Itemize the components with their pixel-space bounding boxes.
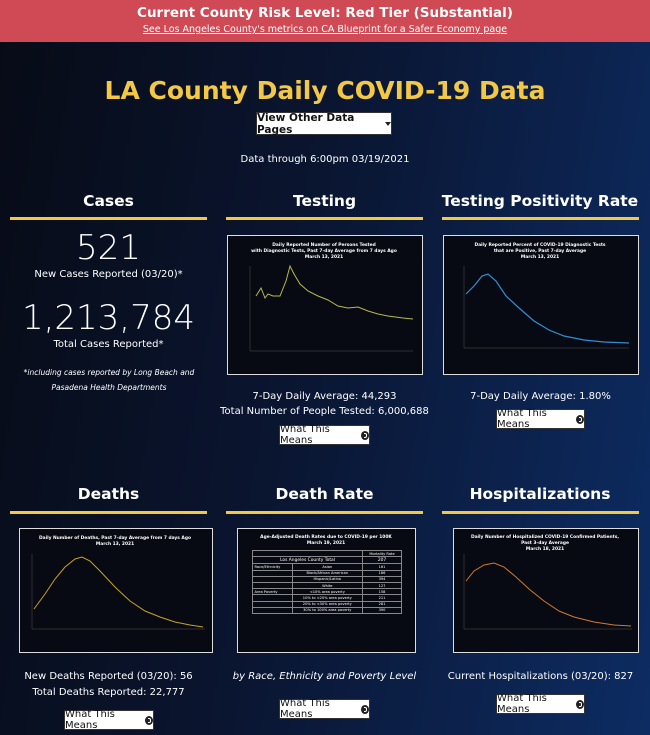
section-heading: Testing Positivity Rate [441, 192, 639, 210]
section-heading: Cases [83, 192, 134, 210]
trend-line [255, 264, 414, 320]
chart-title: with Diagnostic Tests, Past 7-day Averag… [251, 248, 397, 254]
button-label: View Other Data Pages [257, 111, 355, 136]
axes [31, 554, 205, 630]
section-heading: Deaths [77, 485, 140, 503]
section-heading: Death Rate [275, 485, 374, 503]
rate-table: Mortality Rate Los Angeles County Total 2… [251, 549, 402, 614]
stat-line: Total Number of People Tested: 6,000,688 [220, 406, 429, 417]
what-this-means-button[interactable]: What This Means [279, 698, 370, 720]
table-row: 30% to 100% area poverty 390 [252, 606, 402, 614]
banner-title: Current County Risk Level: Red Tier (Sub… [137, 5, 513, 21]
caret [385, 122, 391, 129]
axes [249, 266, 413, 352]
caption: by Race, Ethnicity and Poverty Level [232, 671, 417, 682]
chart-title: Daily Reported Percent of COVID-19 Diagn… [474, 242, 605, 248]
what-this-means-button[interactable]: What This Means [279, 424, 370, 446]
chart-title: March 18, 2021 [526, 546, 564, 552]
table-row: Area Poverty <10% area poverty 158 [252, 588, 402, 596]
total-cases-label: Total Cases Reported* [53, 339, 164, 350]
data-through: Data through 6:00pm 03/19/2021 [240, 154, 410, 165]
axes [463, 554, 632, 630]
heading-underline [10, 217, 207, 220]
chart-title: March 13, 2021 [305, 254, 343, 260]
chart-title: March 19, 2021 [306, 541, 346, 546]
thumbnail: Daily Reported Percent of COVID-19 Diagn… [463, 242, 630, 349]
stat-line: Total Deaths Reported: 22,777 [32, 687, 185, 698]
help-icon [145, 715, 153, 725]
risk-banner: Current County Risk Level: Red Tier (Sub… [0, 0, 650, 42]
thumbnail: Daily Number of Deaths, Past 7-day Avera… [31, 535, 205, 630]
column-header: Mortality Rate [362, 549, 402, 558]
heading-underline [226, 217, 423, 220]
stat-line: 7-Day Daily Average: 1.80% [470, 391, 611, 402]
new-cases-value: 521 [76, 228, 141, 268]
stat-line: New Deaths Reported (03/20): 56 [24, 671, 193, 682]
table-cell [252, 606, 293, 614]
button-label: What This Means [280, 424, 330, 446]
positivity-chart-image: Daily Reported Percent of COVID-19 Diagn… [443, 235, 639, 375]
what-this-means-button[interactable]: What This Means [64, 709, 154, 731]
heading-underline [442, 511, 639, 514]
total-value: 207 [362, 556, 402, 565]
thumbnail: Daily Reported Number of Persons Tested … [249, 242, 414, 352]
total-label: Los Angeles County Total [251, 556, 364, 565]
table-cell: 30% to 100% area poverty [291, 606, 364, 614]
chart-title: Past 3-day Average [521, 540, 569, 546]
chart-title: March 13, 2021 [521, 254, 559, 260]
section-heading: Hospitalizations [469, 485, 611, 503]
thumbnail: Daily Number of Hospitalized COVID-19 Co… [463, 534, 632, 630]
stat-line: 7-Day Daily Average: 44,293 [252, 391, 397, 402]
cases-note: *including cases reported by Long Beach … [23, 368, 195, 392]
chart-title: Daily Number of Deaths, Past 7-day Avera… [39, 535, 191, 541]
chart-title: March 13, 2021 [96, 541, 134, 547]
trend-line [465, 562, 632, 627]
hospitalizations-chart-image: Daily Number of Hospitalized COVID-19 Co… [453, 528, 639, 653]
help-icon [360, 704, 369, 714]
stat-line: Current Hospitalizations (03/20): 827 [447, 671, 634, 682]
testing-chart-image: Daily Reported Number of Persons Tested … [227, 235, 423, 375]
chart-title: Age-Adjusted Death Rates due to COVID-19… [260, 535, 392, 540]
chart-title: Daily Reported Number of Persons Tested [272, 242, 376, 248]
button-label: What This Means [280, 698, 330, 720]
trend-line [465, 273, 630, 344]
banner-link[interactable]: See Los Angeles County's metrics on CA B… [142, 24, 508, 35]
deaths-chart-image: Daily Number of Deaths, Past 7-day Avera… [19, 528, 213, 653]
new-cases-label: New Cases Reported (03/20)* [34, 269, 183, 280]
table-cell: 390 [362, 606, 402, 614]
button-label: What This Means [497, 408, 547, 430]
death-rate-image: Age-Adjusted Death Rates due to COVID-19… [237, 528, 416, 653]
axes [463, 266, 629, 349]
data-pages-button[interactable]: View Other Data Pages [256, 111, 392, 136]
heading-underline [226, 511, 423, 514]
chart-title: that are Positive, Past 7-day Average [494, 248, 586, 254]
trend-line [33, 556, 204, 628]
help-icon [576, 414, 584, 424]
chart-title: Daily Number of Hospitalized COVID-19 Co… [471, 534, 619, 540]
section-heading: Testing [292, 192, 357, 210]
help-icon [360, 430, 369, 440]
what-this-means-button[interactable]: What This Means [496, 408, 585, 430]
button-label: What This Means [497, 693, 547, 715]
page-title: LA County Daily COVID-19 Data [104, 76, 546, 105]
button-label: What This Means [65, 709, 115, 731]
what-this-means-button[interactable]: What This Means [496, 693, 585, 715]
help-icon [576, 699, 584, 709]
heading-underline [10, 511, 207, 514]
heading-underline [442, 217, 639, 220]
total-cases-value: 1,213,784 [21, 298, 196, 338]
